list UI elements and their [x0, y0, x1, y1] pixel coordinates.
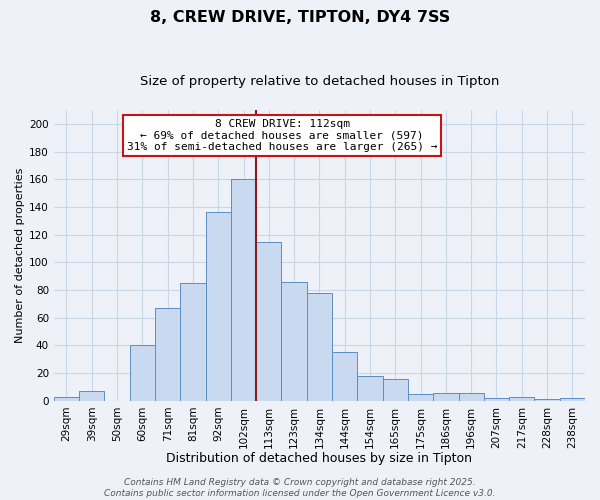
Bar [332, 352, 358, 401]
Bar [358, 376, 383, 401]
Bar [408, 394, 433, 401]
Bar [79, 391, 104, 401]
Bar [206, 212, 231, 401]
Bar [458, 392, 484, 401]
Text: 8 CREW DRIVE: 112sqm
← 69% of detached houses are smaller (597)
31% of semi-deta: 8 CREW DRIVE: 112sqm ← 69% of detached h… [127, 118, 437, 152]
Bar [54, 396, 79, 401]
Bar [484, 398, 509, 401]
Bar [509, 396, 535, 401]
Text: Contains HM Land Registry data © Crown copyright and database right 2025.
Contai: Contains HM Land Registry data © Crown c… [104, 478, 496, 498]
Bar [130, 346, 155, 401]
Text: 8, CREW DRIVE, TIPTON, DY4 7SS: 8, CREW DRIVE, TIPTON, DY4 7SS [150, 10, 450, 25]
Bar [155, 308, 180, 401]
Title: Size of property relative to detached houses in Tipton: Size of property relative to detached ho… [140, 75, 499, 88]
Bar [307, 293, 332, 401]
Bar [383, 378, 408, 401]
Bar [231, 179, 256, 401]
Y-axis label: Number of detached properties: Number of detached properties [15, 168, 25, 343]
Bar [180, 283, 206, 401]
Bar [281, 282, 307, 401]
Bar [535, 400, 560, 401]
X-axis label: Distribution of detached houses by size in Tipton: Distribution of detached houses by size … [166, 452, 472, 465]
Bar [256, 242, 281, 401]
Bar [560, 398, 585, 401]
Bar [433, 392, 458, 401]
